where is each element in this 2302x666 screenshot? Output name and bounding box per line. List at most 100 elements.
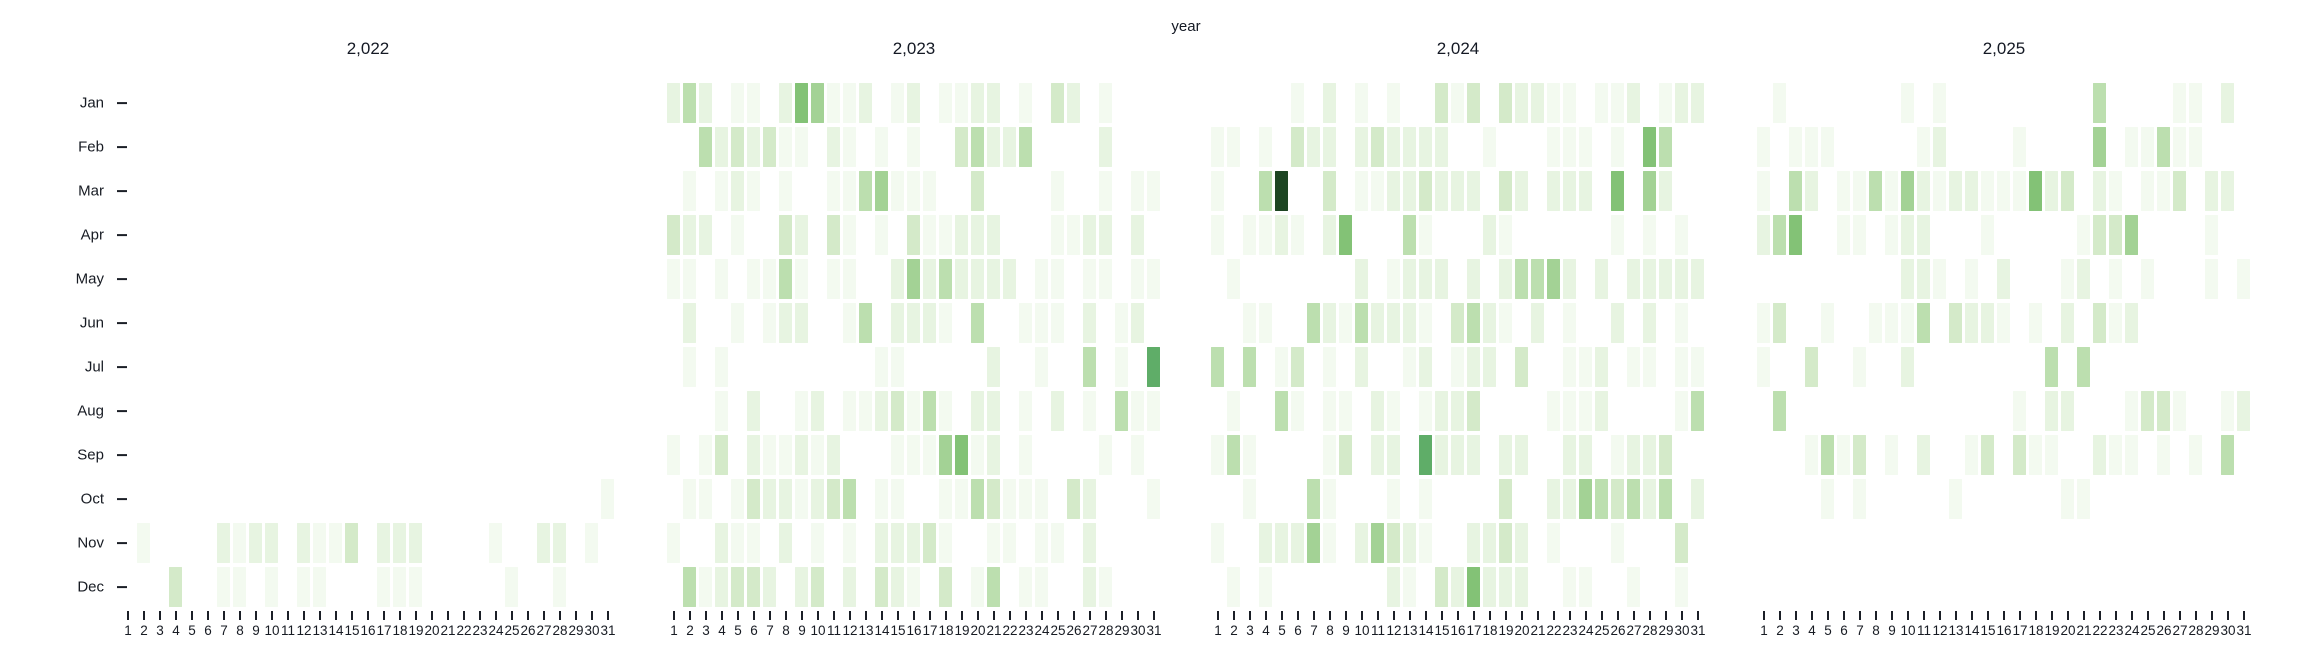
day-cell [1821,435,1834,475]
day-cell [2093,435,2106,475]
day-cell [2109,259,2122,299]
day-cell [1675,215,1688,255]
day-tick-mark [1843,611,1845,620]
day-cell [747,523,760,563]
day-tick-mark [1265,611,1267,620]
day-cell [1451,83,1464,123]
day-cell [2045,391,2058,431]
day-cell [971,215,984,255]
day-cell [1339,435,1352,475]
day-tick-label: 19 [1498,623,1514,638]
day-cell [1917,303,1930,343]
day-tick-label: 16 [360,623,376,638]
day-cell [1099,83,1112,123]
day-cell [1019,435,1032,475]
day-cell [827,435,840,475]
day-tick-mark [1489,611,1491,620]
day-tick-label: 28 [552,623,568,638]
day-cell [1323,303,1336,343]
day-cell [1467,567,1480,607]
day-cell [1579,567,1592,607]
day-cell [955,479,968,519]
day-cell [875,215,888,255]
day-cell [553,523,566,563]
day-tick-label: 11 [280,623,296,638]
day-cell [1499,171,1512,211]
day-cell [971,83,984,123]
day-cell [1627,347,1640,387]
day-tick-label: 22 [1002,623,1018,638]
day-cell [779,523,792,563]
day-cell [217,567,230,607]
day-tick-mark [511,611,513,620]
day-cell [891,435,904,475]
day-cell [1003,523,1016,563]
day-cell [859,83,872,123]
day-tick-label: 8 [1326,623,1334,638]
day-tick-mark [2179,611,2181,620]
day-cell [1627,83,1640,123]
day-tick-label: 20 [970,623,986,638]
day-tick-label: 21 [1530,623,1546,638]
month-tick-mark [117,146,127,148]
day-tick-label: 11 [826,623,842,638]
day-tick-label: 3 [156,623,164,638]
day-cell [779,479,792,519]
day-tick-label: 11 [1370,623,1386,638]
day-tick-label: 8 [236,623,244,638]
day-cell [987,127,1000,167]
day-tick-label: 28 [1642,623,1658,638]
day-cell [1291,523,1304,563]
day-cell [2237,259,2250,299]
day-cell [2061,479,2074,519]
day-tick-mark [913,611,915,620]
day-tick-mark [367,611,369,620]
day-cell [1019,479,1032,519]
day-cell [1323,391,1336,431]
day-cell [843,215,856,255]
facet-label-2025: 2,025 [1982,39,2026,58]
day-cell [1387,523,1400,563]
day-cell [1259,127,1272,167]
day-cell [1227,567,1240,607]
day-cell [907,215,920,255]
day-cell [1435,171,1448,211]
day-cell [1595,347,1608,387]
day-tick-label: 15 [890,623,906,638]
day-cell [1499,215,1512,255]
day-tick-mark [801,611,803,620]
day-cell [907,567,920,607]
day-cell [1547,83,1560,123]
day-cell [1627,567,1640,607]
day-cell [1997,171,2010,211]
day-cell [2077,259,2090,299]
day-cell [683,171,696,211]
day-cell [1691,391,1704,431]
day-cell [987,347,1000,387]
day-cell [1147,171,1160,211]
day-tick-label: 16 [906,623,922,638]
day-cell [1515,259,1528,299]
day-tick-mark [1313,611,1315,620]
day-cell [923,303,936,343]
month-row-feb: Feb [0,127,130,167]
day-tick-mark [1827,611,1829,620]
day-tick-mark [1425,611,1427,620]
day-cell [1789,215,1802,255]
day-cell [601,479,614,519]
day-cell [2237,391,2250,431]
day-cell [667,215,680,255]
day-cell [1467,435,1480,475]
day-cell [779,171,792,211]
day-tick-label: 25 [504,623,520,638]
day-tick-mark [753,611,755,620]
heatmap-panel-2022: 2,022 1 2 3 4 5 6 7 8 9 10 11 12 13 14 15 16 17 18 19 20 21 22… [120,0,616,666]
day-cell [1387,435,1400,475]
day-tick-label: 5 [1824,623,1832,638]
day-cell [1547,127,1560,167]
day-tick-label: 22 [1546,623,1562,638]
day-cell [843,391,856,431]
day-tick-mark [1457,611,1459,620]
day-cell [1275,523,1288,563]
day-tick-label: 10 [264,623,280,638]
